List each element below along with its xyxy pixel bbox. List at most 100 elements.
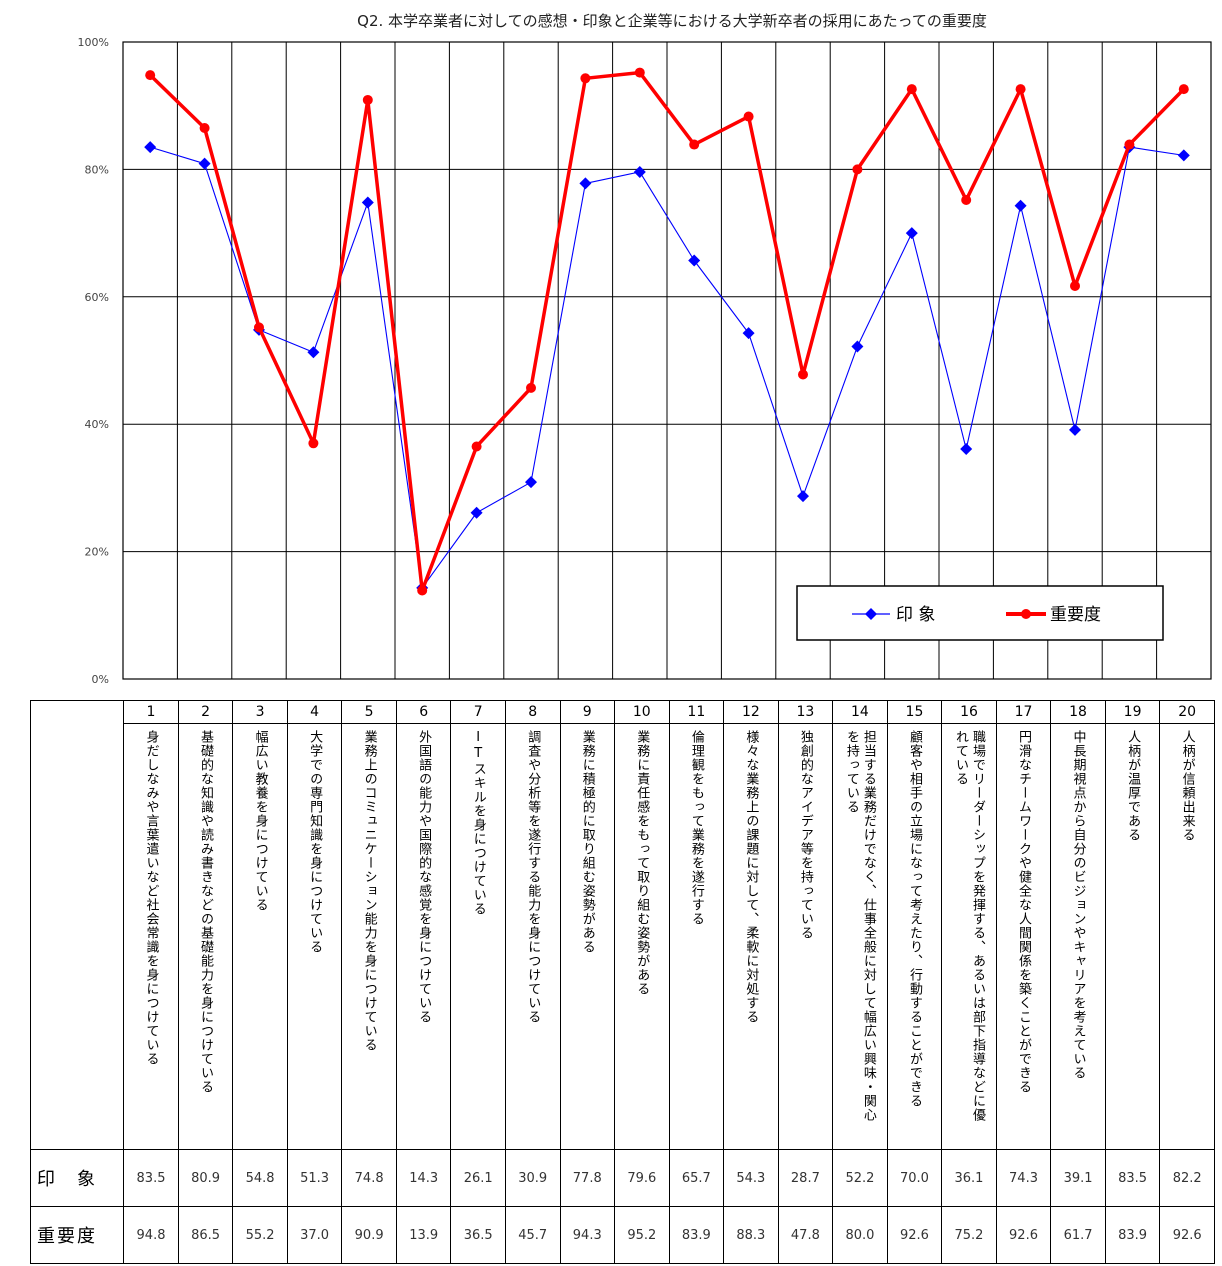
- impression-value: 65.7: [668, 1149, 725, 1207]
- data-point: [525, 476, 537, 489]
- data-point: [1069, 423, 1081, 436]
- legend-importance-label: 重要度: [1050, 605, 1101, 625]
- legend-impression-label: 印 象: [896, 605, 935, 625]
- data-point: [361, 196, 374, 209]
- category-description-cell: 業務に積極的に取り組む姿勢がある: [559, 723, 616, 1150]
- category-description-cell: 外国語の能力や国際的な感覚を身につけている: [395, 723, 452, 1150]
- category-description-cell: 独創的なアイデア等を持っている: [777, 723, 834, 1150]
- line-chart: Q2. 本学卒業者に対しての感想・印象と企業等における大学新卒者の採用にあたって…: [78, 12, 1212, 686]
- data-point: [961, 194, 972, 205]
- category-number: 11: [668, 700, 725, 724]
- category-description-cell: 顧客や相手の立場になって考えたり、行動することができる: [886, 723, 943, 1150]
- series-importance: [145, 67, 1189, 596]
- data-point: [797, 490, 809, 503]
- data-point: [580, 73, 591, 84]
- category-description: 人柄が信頼出来る: [1179, 730, 1195, 842]
- category-number: 6: [395, 700, 452, 724]
- impression-value: 77.8: [559, 1149, 616, 1207]
- importance-value: 55.2: [232, 1206, 288, 1264]
- category-description: 外国語の能力や国際的な感覚を身につけている: [416, 730, 432, 1024]
- data-point: [307, 346, 320, 359]
- category-description-cell: 基礎的な知識や読み書きなどの基礎能力を身につけている: [177, 723, 234, 1150]
- y-tick-label: 0%: [92, 673, 109, 686]
- category-number: 8: [504, 700, 561, 724]
- data-point: [852, 164, 863, 175]
- category-number: 19: [1104, 700, 1161, 724]
- data-point: [1015, 84, 1026, 95]
- impression-value: 82.2: [1159, 1149, 1215, 1207]
- data-point: [905, 227, 918, 240]
- importance-value: 94.3: [559, 1206, 616, 1264]
- category-description: 様々な業務上の課題に対して、柔軟に対処する: [743, 730, 759, 1024]
- category-number: 7: [450, 700, 506, 724]
- data-point: [906, 84, 917, 95]
- impression-value: 83.5: [1104, 1149, 1161, 1207]
- importance-value: 94.8: [123, 1206, 179, 1264]
- data-point: [417, 585, 428, 596]
- data-point: [633, 165, 646, 178]
- data-point: [362, 94, 373, 105]
- data-point: [144, 141, 157, 154]
- category-description: 業務上のコミュニケーション能力を身につけている: [361, 730, 377, 1052]
- category-number: 17: [995, 700, 1052, 724]
- importance-row-label: 重要度: [29, 1206, 125, 1264]
- impression-value: 54.3: [723, 1149, 779, 1207]
- y-tick-label: 40%: [85, 418, 109, 431]
- importance-value: 90.9: [341, 1206, 397, 1264]
- category-description-row: 身だしなみや言葉遣いなど社会常識を身につけている 基礎的な知識や読み書きなどの基礎…: [31, 723, 1215, 1150]
- data-point: [254, 322, 264, 333]
- category-description: ITスキルを身につけている: [470, 730, 486, 916]
- category-description: 倫理観をもって業務を遂行する: [688, 730, 704, 926]
- importance-value: 86.5: [177, 1206, 234, 1264]
- category-number-row: 1 2 3 4 5 6 7 8 9 10 11 12 13 14 15 16 17 18 19 20: [29, 700, 1215, 1150]
- category-description-cell: 身だしなみや言葉遣いなど社会常識を身につけている: [123, 723, 179, 1150]
- category-number: 12: [723, 700, 779, 724]
- importance-value: 92.6: [886, 1206, 943, 1264]
- importance-value: 83.9: [1104, 1206, 1161, 1264]
- category-description-cell: 様々な業務上の課題に対して、柔軟に対処する: [723, 723, 779, 1150]
- impression-value: 14.3: [395, 1149, 452, 1207]
- category-description: 調査や分析等を遂行する能力を身につけている: [525, 730, 541, 1024]
- y-tick-label: 60%: [85, 291, 109, 304]
- category-number: 4: [286, 700, 343, 724]
- importance-value: 47.8: [777, 1206, 834, 1264]
- category-description-cell: ITスキルを身につけている: [450, 723, 506, 1150]
- table-corner-cell: [29, 700, 125, 1150]
- category-description: 人柄が温厚である: [1125, 730, 1141, 842]
- category-description: 身だしなみや言葉遣いなど社会常識を身につけている: [143, 730, 159, 1066]
- data-point: [742, 327, 755, 340]
- importance-row: 重要度 94.8 86.5 55.2 37.0 90.9 13.9 36.5 45.7 94.3 9…: [29, 1206, 1215, 1264]
- data-point: [1070, 280, 1080, 291]
- category-number: 9: [559, 700, 616, 724]
- category-number: 20: [1159, 700, 1215, 724]
- y-tick-label: 80%: [85, 163, 109, 176]
- data-point: [526, 382, 536, 393]
- data-point: [743, 111, 754, 122]
- category-description: 幅広い教養を身につけている: [252, 730, 268, 912]
- data-point: [198, 157, 211, 170]
- data-point: [471, 441, 482, 452]
- importance-value: 61.7: [1050, 1206, 1106, 1264]
- data-point: [1177, 149, 1190, 162]
- data-point: [851, 340, 864, 353]
- category-description-cell: 幅広い教養を身につけている: [232, 723, 288, 1150]
- importance-value: 92.6: [995, 1206, 1052, 1264]
- y-tick-label: 20%: [85, 546, 109, 559]
- data-point: [634, 67, 645, 78]
- impression-value: 74.8: [341, 1149, 397, 1207]
- category-description-cell: 中長期視点から自分のビジョンやキャリアを考えている: [1050, 723, 1106, 1150]
- category-number: 3: [232, 700, 288, 724]
- legend-impression-marker: [865, 608, 877, 620]
- impression-value: 70.0: [886, 1149, 943, 1207]
- category-description: 独創的なアイデア等を持っている: [797, 730, 813, 940]
- data-point: [1124, 139, 1135, 150]
- y-axis-ticks: 0% 20% 40% 60% 80% 100%: [78, 36, 109, 686]
- category-description: 大学での専門知識を身につけている: [307, 730, 323, 954]
- impression-value: 28.7: [777, 1149, 834, 1207]
- category-number: 1: [123, 700, 179, 724]
- category-description-cell: 職場でリーダーシップを発揮する、あるいは部下指導などに優れている: [941, 723, 997, 1150]
- data-point: [960, 443, 973, 456]
- category-number: 2: [177, 700, 234, 724]
- impression-value: 51.3: [286, 1149, 343, 1207]
- legend-importance-marker: [1021, 609, 1031, 619]
